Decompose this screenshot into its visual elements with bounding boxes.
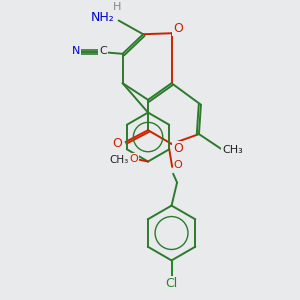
Text: O: O	[173, 22, 183, 35]
Text: C: C	[99, 46, 107, 56]
Text: Cl: Cl	[165, 278, 178, 290]
Text: CH₃: CH₃	[109, 154, 128, 165]
Text: O: O	[113, 137, 123, 150]
Text: CH₃: CH₃	[222, 145, 243, 155]
Text: O: O	[173, 142, 183, 155]
Text: O: O	[174, 160, 182, 170]
Text: O: O	[129, 154, 138, 164]
Text: NH₂: NH₂	[91, 11, 115, 24]
Text: H: H	[112, 2, 121, 12]
Text: N: N	[71, 46, 80, 56]
